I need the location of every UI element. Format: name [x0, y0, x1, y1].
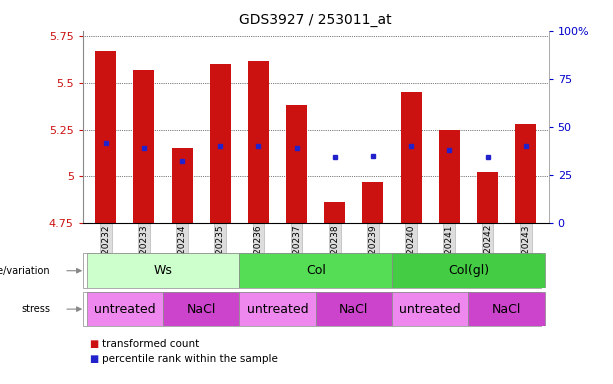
Bar [172, 148, 192, 223]
Bar [86, 253, 239, 288]
Text: Col(gl): Col(gl) [448, 264, 489, 277]
Text: stress: stress [21, 304, 50, 314]
Bar [392, 292, 468, 326]
Text: untreated: untreated [94, 303, 156, 316]
Title: GDS3927 / 253011_at: GDS3927 / 253011_at [240, 13, 392, 27]
Bar [468, 292, 545, 326]
Bar [210, 64, 230, 223]
Bar [248, 61, 269, 223]
Bar [477, 172, 498, 223]
Bar [362, 182, 384, 223]
Text: NaCl: NaCl [339, 303, 368, 316]
Text: percentile rank within the sample: percentile rank within the sample [102, 354, 278, 364]
Text: genotype/variation: genotype/variation [0, 266, 50, 276]
Text: untreated: untreated [400, 303, 461, 316]
Text: ■: ■ [89, 354, 98, 364]
Text: NaCl: NaCl [492, 303, 521, 316]
Text: Col: Col [306, 264, 326, 277]
Bar [515, 124, 536, 223]
Bar [392, 253, 545, 288]
Bar [439, 129, 460, 223]
Text: Ws: Ws [153, 264, 172, 277]
Text: untreated: untreated [246, 303, 308, 316]
Bar [316, 292, 392, 326]
Bar [86, 292, 163, 326]
Bar [134, 70, 154, 223]
Bar [286, 105, 307, 223]
Bar [163, 292, 239, 326]
Bar [324, 202, 345, 223]
Bar [239, 292, 316, 326]
Bar [95, 51, 116, 223]
Text: transformed count: transformed count [102, 339, 200, 349]
Text: NaCl: NaCl [186, 303, 216, 316]
Text: ■: ■ [89, 339, 98, 349]
Bar [401, 92, 422, 223]
Bar [239, 253, 392, 288]
